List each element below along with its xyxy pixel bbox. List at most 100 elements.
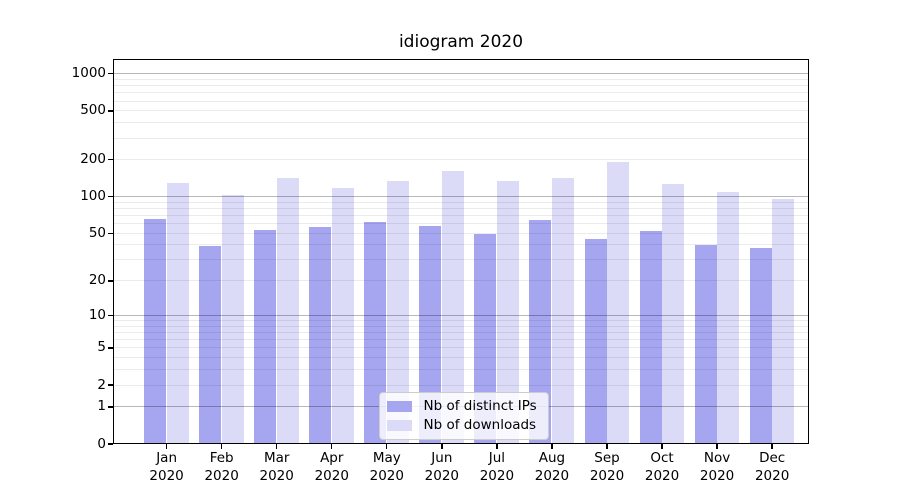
y-tick-label: 2: [97, 376, 106, 393]
legend-item-downloads: Nb of downloads: [387, 416, 537, 435]
gridline-minor: [114, 92, 808, 94]
gridline-minor: [114, 280, 808, 282]
x-tick-mark: [716, 444, 718, 449]
y-tick-mark: [107, 195, 113, 198]
bar-downloads-apr: [331, 187, 354, 444]
bar-downloads-mar: [276, 178, 299, 444]
bar-ips-aug: [529, 220, 552, 444]
gridline-minor: [114, 332, 808, 334]
y-tick-mark: [107, 110, 113, 112]
y-tick-label: 100: [80, 188, 106, 205]
bar-ips-jul: [474, 234, 497, 444]
legend-label-distinct-ips: Nb of distinct IPs: [423, 398, 537, 414]
x-tick-label: Apr 2020: [314, 450, 349, 484]
gridline-minor: [114, 347, 808, 349]
gridline-major: [114, 314, 808, 317]
bar-downloads-dec: [772, 198, 795, 444]
x-tick-mark: [165, 444, 168, 449]
chart-title: idiogram 2020: [398, 32, 524, 52]
x-tick-label: Feb 2020: [204, 450, 239, 484]
bar-downloads-sep: [607, 161, 629, 444]
gridline-major: [114, 73, 808, 75]
bar-ips-apr: [309, 227, 332, 444]
y-tick-mark: [107, 384, 113, 386]
x-tick-label: Oct 2020: [644, 450, 680, 484]
gridline-minor: [114, 325, 808, 327]
legend-swatch-distinct-ips: [387, 401, 412, 412]
y-tick-mark: [107, 406, 113, 408]
bar-ips-mar: [254, 230, 277, 444]
y-tick-label: 10: [88, 306, 106, 323]
gridline-major: [114, 196, 808, 198]
x-tick-mark: [441, 444, 443, 449]
gridline-minor: [114, 244, 808, 246]
gridline-minor: [114, 137, 808, 139]
x-tick-label: Mar 2020: [259, 450, 294, 484]
y-tick-mark: [107, 73, 113, 75]
bar-downloads-may: [386, 180, 409, 444]
x-tick-label: Jul 2020: [479, 450, 515, 484]
x-tick-label: Dec 2020: [754, 450, 790, 484]
y-tick-mark: [107, 159, 113, 161]
bar-ips-oct: [639, 231, 662, 444]
x-tick-mark: [331, 444, 333, 449]
x-tick-mark: [496, 444, 498, 449]
x-tick-mark: [606, 444, 608, 449]
bar-downloads-jun: [441, 171, 464, 444]
gridline-minor: [114, 215, 808, 217]
x-tick-label: Sep 2020: [589, 450, 625, 484]
y-tick-label: 20: [88, 272, 106, 289]
legend-label-downloads: Nb of downloads: [423, 417, 537, 433]
x-tick-mark: [386, 444, 388, 449]
y-tick-label: 5: [97, 339, 106, 356]
gridline-minor: [114, 357, 808, 359]
y-tick-mark: [107, 280, 113, 282]
gridline-minor: [114, 223, 808, 225]
gridline-minor: [114, 384, 808, 386]
gridline-minor: [114, 369, 808, 371]
y-tick-label: 1000: [71, 65, 106, 82]
gridline-minor: [114, 122, 808, 124]
gridline-minor: [114, 259, 808, 261]
legend-swatch-downloads: [387, 420, 412, 431]
legend-item-distinct-ips: Nb of distinct IPs: [387, 397, 537, 416]
bar-downloads-jan: [166, 182, 189, 444]
x-tick-label: Aug 2020: [534, 450, 570, 484]
bar-downloads-jul: [496, 181, 519, 444]
gridline-minor: [114, 339, 808, 341]
bar-ips-jan: [144, 218, 167, 444]
legend: Nb of distinct IPs Nb of downloads: [379, 392, 549, 440]
x-tick-label: Jun 2020: [424, 450, 460, 484]
x-tick-label: May 2020: [369, 450, 404, 484]
bar-ips-may: [364, 221, 387, 444]
gridline-minor: [114, 100, 808, 102]
bar-downloads-aug: [551, 178, 574, 444]
x-tick-mark: [276, 444, 278, 449]
bar-ips-dec: [749, 247, 772, 444]
y-tick-label: 1: [97, 398, 106, 415]
y-tick-mark: [107, 443, 113, 445]
y-tick-label: 50: [88, 224, 106, 241]
x-tick-label: Jan 2020: [149, 450, 184, 484]
gridline-minor: [114, 232, 808, 234]
bar-ips-sep: [584, 238, 607, 444]
gridline-minor: [114, 201, 808, 203]
gridline-minor: [114, 320, 808, 322]
gridline-minor: [114, 159, 808, 161]
gridline-minor: [114, 110, 808, 112]
bar-downloads-feb: [221, 194, 244, 444]
bar-downloads-nov: [717, 191, 740, 444]
y-tick-label: 200: [80, 151, 106, 168]
x-tick-mark: [771, 444, 773, 449]
x-tick-mark: [551, 444, 553, 449]
y-tick-mark: [107, 232, 113, 234]
bar-ips-nov: [694, 244, 717, 444]
bar-downloads-oct: [662, 184, 685, 444]
bar-ips-feb: [199, 246, 222, 444]
y-tick-label: 0: [97, 435, 106, 452]
bar-ips-jun: [419, 226, 442, 444]
x-tick-mark: [661, 444, 663, 449]
y-tick-mark: [107, 347, 113, 349]
x-tick-label: Nov 2020: [699, 450, 735, 484]
